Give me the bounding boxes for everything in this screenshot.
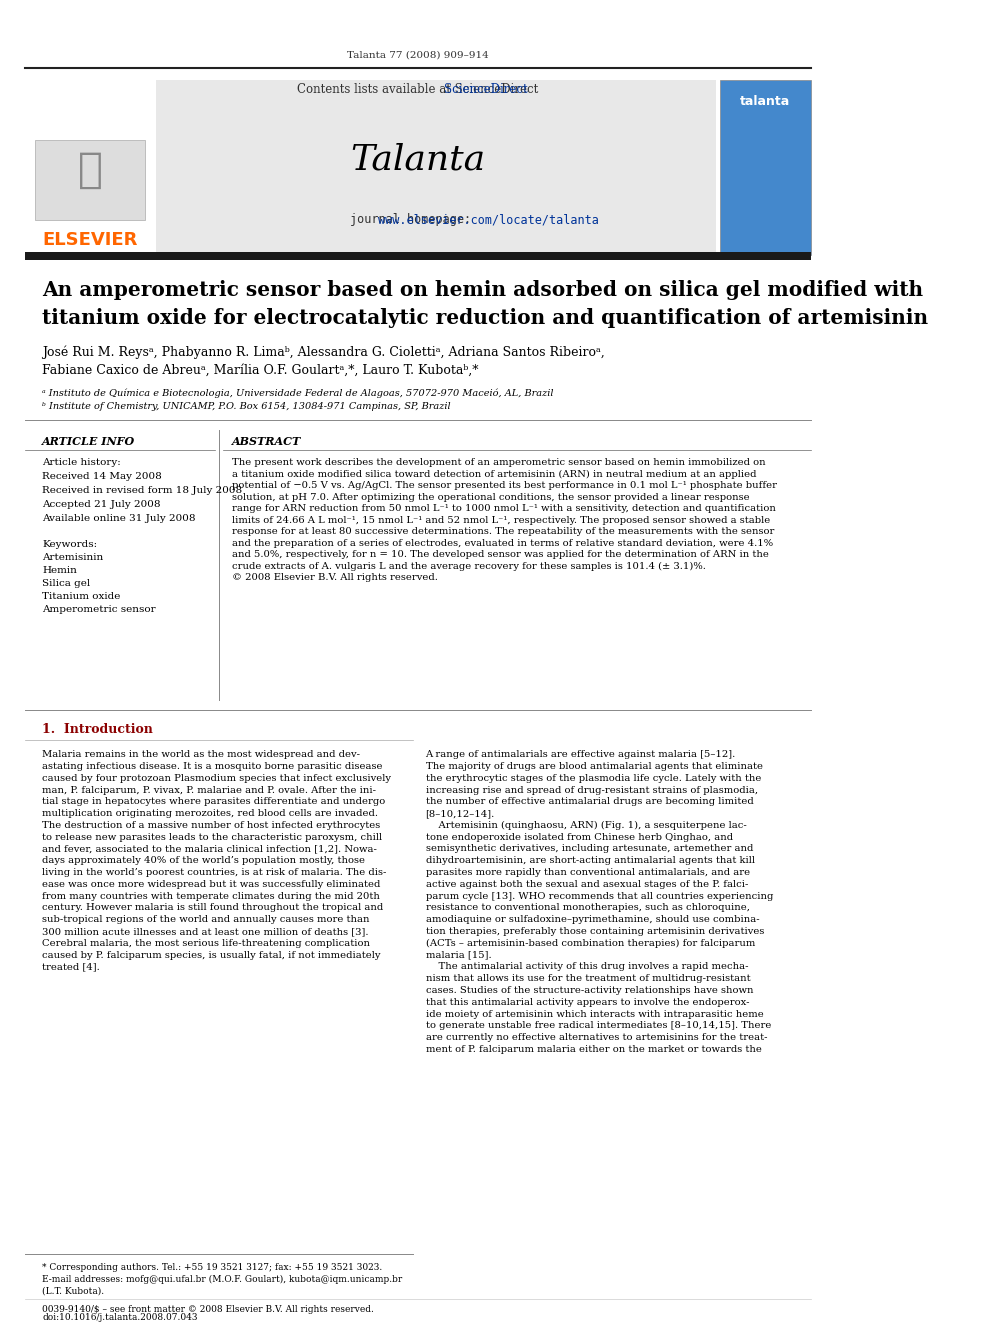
Text: treated [4].: treated [4].	[42, 962, 100, 971]
Text: * Corresponding authors. Tel.: +55 19 3521 3127; fax: +55 19 3521 3023.: * Corresponding authors. Tel.: +55 19 35…	[42, 1263, 382, 1271]
Text: man, P. falciparum, P. vivax, P. malariae and P. ovale. After the ini-: man, P. falciparum, P. vivax, P. malaria…	[42, 786, 376, 795]
Text: titanium oxide for electrocatalytic reduction and quantification of artemisinin: titanium oxide for electrocatalytic redu…	[42, 308, 929, 328]
Text: sub-tropical regions of the world and annually causes more than: sub-tropical regions of the world and an…	[42, 916, 370, 925]
Text: Artemisinin (quinghaosu, ARN) (Fig. 1), a sesquiterpene lac-: Artemisinin (quinghaosu, ARN) (Fig. 1), …	[426, 820, 746, 830]
Text: 1.  Introduction: 1. Introduction	[42, 724, 153, 736]
Text: Fabiane Caxico de Abreuᵃ, Marília O.F. Goulartᵃ,*, Lauro T. Kubotaᵇ,*: Fabiane Caxico de Abreuᵃ, Marília O.F. G…	[42, 364, 478, 376]
Text: dihydroartemisinin, are short-acting antimalarial agents that kill: dihydroartemisinin, are short-acting ant…	[426, 856, 755, 865]
Text: www.elsevier.com/locate/talanta: www.elsevier.com/locate/talanta	[378, 213, 599, 226]
Text: Hemin: Hemin	[42, 566, 77, 576]
Text: astating infectious disease. It is a mosquito borne parasitic disease: astating infectious disease. It is a mos…	[42, 762, 383, 771]
Text: Titanium oxide: Titanium oxide	[42, 593, 120, 601]
Text: range for ARN reduction from 50 nmol L⁻¹ to 1000 nmol L⁻¹ with a sensitivity, de: range for ARN reduction from 50 nmol L⁻¹…	[232, 504, 776, 513]
Text: journal homepage:: journal homepage:	[350, 213, 486, 226]
Text: Amperometric sensor: Amperometric sensor	[42, 605, 156, 614]
Text: malaria [15].: malaria [15].	[426, 951, 491, 959]
Text: nism that allows its use for the treatment of multidrug-resistant: nism that allows its use for the treatme…	[426, 974, 750, 983]
Text: caused by P. falciparum species, is usually fatal, if not immediately: caused by P. falciparum species, is usua…	[42, 951, 381, 959]
Text: to generate unstable free radical intermediates [8–10,14,15]. There: to generate unstable free radical interm…	[426, 1021, 771, 1031]
Text: doi:10.1016/j.talanta.2008.07.043: doi:10.1016/j.talanta.2008.07.043	[42, 1312, 197, 1322]
Text: ELSEVIER: ELSEVIER	[43, 232, 138, 249]
Text: ment of P. falciparum malaria either on the market or towards the: ment of P. falciparum malaria either on …	[426, 1045, 762, 1054]
Text: and 5.0%, respectively, for n = 10. The developed sensor was applied for the det: and 5.0%, respectively, for n = 10. The …	[232, 550, 769, 560]
Text: are currently no effective alternatives to artemisinins for the treat-: are currently no effective alternatives …	[426, 1033, 767, 1043]
Text: multiplication originating merozoites, red blood cells are invaded.: multiplication originating merozoites, r…	[42, 810, 378, 818]
Text: Available online 31 July 2008: Available online 31 July 2008	[42, 515, 195, 523]
Text: Talanta: Talanta	[350, 143, 485, 177]
Text: ABSTRACT: ABSTRACT	[232, 437, 301, 447]
Text: tion therapies, preferably those containing artemisinin derivatives: tion therapies, preferably those contain…	[426, 927, 764, 937]
Text: Keywords:: Keywords:	[42, 540, 97, 549]
Text: ScienceDirect: ScienceDirect	[444, 83, 528, 97]
Text: The antimalarial activity of this drug involves a rapid mecha-: The antimalarial activity of this drug i…	[426, 962, 748, 971]
Bar	[36, 140, 145, 220]
Text: living in the world’s poorest countries, is at risk of malaria. The dis-: living in the world’s poorest countries,…	[42, 868, 387, 877]
Text: ide moiety of artemisinin which interacts with intraparasitic heme: ide moiety of artemisinin which interact…	[426, 1009, 763, 1019]
Text: Cerebral malaria, the most serious life-threatening complication: Cerebral malaria, the most serious life-…	[42, 939, 370, 947]
Text: talanta: talanta	[740, 95, 791, 108]
Text: resistance to conventional monotherapies, such as chloroquine,: resistance to conventional monotherapies…	[426, 904, 750, 913]
Text: caused by four protozoan Plasmodium species that infect exclusively: caused by four protozoan Plasmodium spec…	[42, 774, 391, 783]
Text: Article history:: Article history:	[42, 458, 121, 467]
Bar	[25, 79, 156, 255]
Text: José Rui M. Reysᵃ, Phabyanno R. Limaᵇ, Alessandra G. Ciolettiᵃ, Adriana Santos R: José Rui M. Reysᵃ, Phabyanno R. Limaᵇ, A…	[42, 345, 605, 359]
Text: 300 million acute illnesses and at least one million of deaths [3].: 300 million acute illnesses and at least…	[42, 927, 369, 937]
Text: crude extracts of A. vulgaris L and the average recovery for these samples is 10: crude extracts of A. vulgaris L and the …	[232, 562, 705, 570]
Text: cases. Studies of the structure-activity relationships have shown: cases. Studies of the structure-activity…	[426, 986, 753, 995]
Text: amodiaquine or sulfadoxine–pyrimethamine, should use combina-: amodiaquine or sulfadoxine–pyrimethamine…	[426, 916, 759, 925]
Text: Contents lists available at ScienceDirect: Contents lists available at ScienceDirec…	[298, 83, 539, 97]
Text: Talanta 77 (2008) 909–914: Talanta 77 (2008) 909–914	[347, 50, 489, 60]
Text: limits of 24.66 A L mol⁻¹, 15 nmol L⁻¹ and 52 nmol L⁻¹, respectively. The propos: limits of 24.66 A L mol⁻¹, 15 nmol L⁻¹ a…	[232, 516, 770, 525]
Text: E-mail addresses: mofg@qui.ufal.br (M.O.F. Goulart), kubota@iqm.unicamp.br: E-mail addresses: mofg@qui.ufal.br (M.O.…	[42, 1275, 403, 1283]
Text: a titanium oxide modified silica toward detection of artemisinin (ARN) in neutra: a titanium oxide modified silica toward …	[232, 470, 756, 479]
Text: Received 14 May 2008: Received 14 May 2008	[42, 472, 162, 482]
Text: 0039-9140/$ – see front matter © 2008 Elsevier B.V. All rights reserved.: 0039-9140/$ – see front matter © 2008 El…	[42, 1304, 374, 1314]
Bar	[25, 79, 716, 255]
Bar	[25, 251, 810, 259]
Text: parum cycle [13]. WHO recommends that all countries experiencing: parum cycle [13]. WHO recommends that al…	[426, 892, 773, 901]
Text: the erythrocytic stages of the plasmodia life cycle. Lately with the: the erythrocytic stages of the plasmodia…	[426, 774, 761, 783]
Text: solution, at pH 7.0. After optimizing the operational conditions, the sensor pro: solution, at pH 7.0. After optimizing th…	[232, 492, 749, 501]
Text: parasites more rapidly than conventional antimalarials, and are: parasites more rapidly than conventional…	[426, 868, 750, 877]
Text: Received in revised form 18 July 2008: Received in revised form 18 July 2008	[42, 487, 242, 495]
Text: tone endoperoxide isolated from Chinese herb Qinghao, and: tone endoperoxide isolated from Chinese …	[426, 832, 733, 841]
Text: © 2008 Elsevier B.V. All rights reserved.: © 2008 Elsevier B.V. All rights reserved…	[232, 573, 437, 582]
Text: to release new parasites leads to the characteristic paroxysm, chill: to release new parasites leads to the ch…	[42, 832, 382, 841]
Text: (ACTs – artemisinin-based combination therapies) for falciparum: (ACTs – artemisinin-based combination th…	[426, 939, 755, 947]
Text: semisynthetic derivatives, including artesunate, artemether and: semisynthetic derivatives, including art…	[426, 844, 753, 853]
Bar	[720, 79, 810, 255]
Text: Malaria remains in the world as the most widespread and dev-: Malaria remains in the world as the most…	[42, 750, 360, 759]
Text: tial stage in hepatocytes where parasites differentiate and undergo: tial stage in hepatocytes where parasite…	[42, 798, 385, 806]
Text: The destruction of a massive number of host infected erythrocytes: The destruction of a massive number of h…	[42, 820, 380, 830]
Text: ease was once more widespread but it was successfully eliminated: ease was once more widespread but it was…	[42, 880, 381, 889]
Text: Artemisinin: Artemisinin	[42, 553, 103, 562]
Text: the number of effective antimalarial drugs are becoming limited: the number of effective antimalarial dru…	[426, 798, 753, 806]
Text: (L.T. Kubota).: (L.T. Kubota).	[42, 1287, 104, 1295]
Text: [8–10,12–14].: [8–10,12–14].	[426, 810, 495, 818]
Text: A range of antimalarials are effective against malaria [5–12].: A range of antimalarials are effective a…	[426, 750, 736, 759]
Text: increasing rise and spread of drug-resistant strains of plasmodia,: increasing rise and spread of drug-resis…	[426, 786, 758, 795]
Text: century. However malaria is still found throughout the tropical and: century. However malaria is still found …	[42, 904, 383, 913]
Text: An amperometric sensor based on hemin adsorbed on silica gel modified with: An amperometric sensor based on hemin ad…	[42, 280, 924, 300]
Text: days approximately 40% of the world’s population mostly, those: days approximately 40% of the world’s po…	[42, 856, 365, 865]
Text: and the preparation of a series of electrodes, evaluated in terms of relative st: and the preparation of a series of elect…	[232, 538, 773, 548]
Text: The present work describes the development of an amperometric sensor based on he: The present work describes the developme…	[232, 458, 766, 467]
Text: The majority of drugs are blood antimalarial agents that eliminate: The majority of drugs are blood antimala…	[426, 762, 763, 771]
Text: that this antimalarial activity appears to involve the endoperox-: that this antimalarial activity appears …	[426, 998, 749, 1007]
Text: ARTICLE INFO: ARTICLE INFO	[42, 437, 135, 447]
Text: ᵃ Instituto de Química e Biotecnologia, Universidade Federal de Alagoas, 57072-9: ᵃ Instituto de Química e Biotecnologia, …	[42, 388, 554, 397]
Text: response for at least 80 successive determinations. The repeatability of the mea: response for at least 80 successive dete…	[232, 528, 774, 536]
Text: ᵇ Institute of Chemistry, UNICAMP, P.O. Box 6154, 13084-971 Campinas, SP, Brazil: ᵇ Institute of Chemistry, UNICAMP, P.O. …	[42, 402, 450, 411]
Text: Silica gel: Silica gel	[42, 579, 90, 589]
Text: Accepted 21 July 2008: Accepted 21 July 2008	[42, 500, 161, 509]
Text: active against both the sexual and asexual stages of the P. falci-: active against both the sexual and asexu…	[426, 880, 748, 889]
Text: potential of −0.5 V vs. Ag/AgCl. The sensor presented its best performance in 0.: potential of −0.5 V vs. Ag/AgCl. The sen…	[232, 482, 777, 491]
Text: from many countries with temperate climates during the mid 20th: from many countries with temperate clima…	[42, 892, 380, 901]
Text: 🌳: 🌳	[77, 149, 102, 191]
Text: and fever, associated to the malaria clinical infection [1,2]. Nowa-: and fever, associated to the malaria cli…	[42, 844, 377, 853]
